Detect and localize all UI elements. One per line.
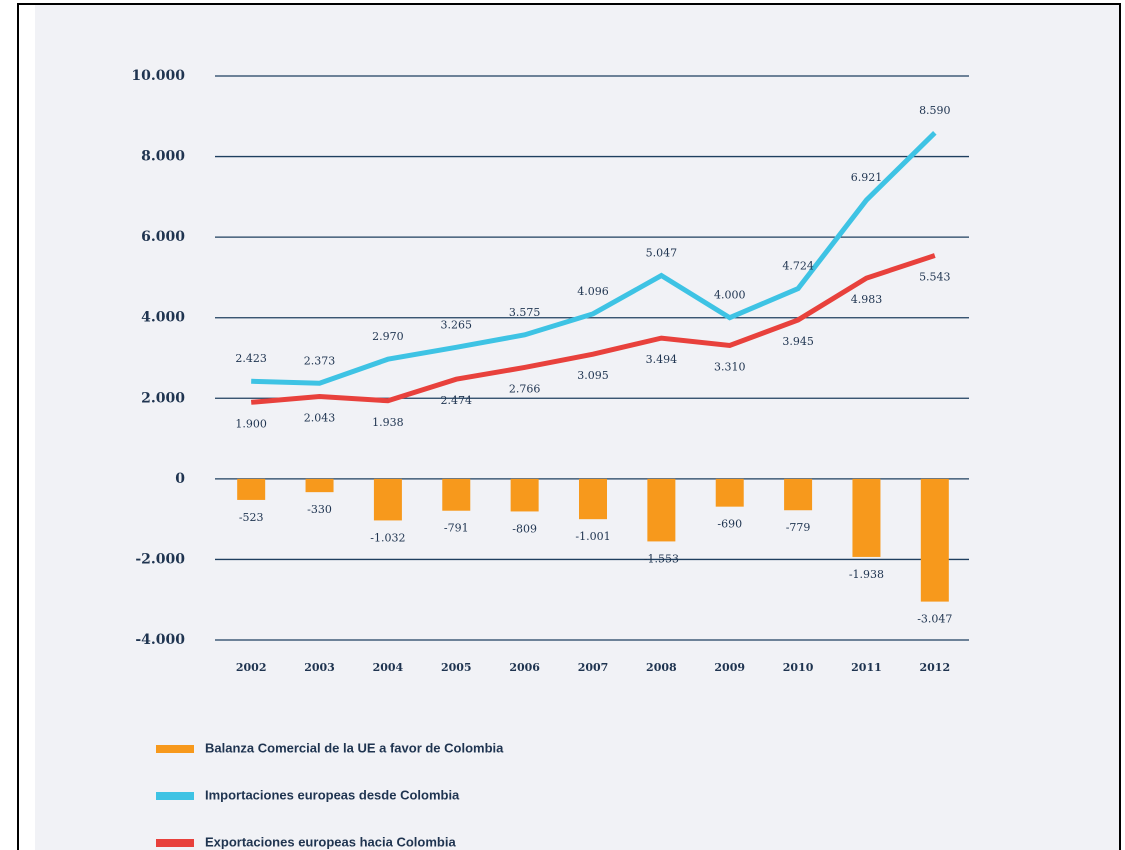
data-label: -1.032: [370, 531, 405, 544]
x-tick-label: 2003: [304, 661, 335, 674]
y-tick-label: 2.000: [141, 390, 185, 406]
data-label: 2.474: [441, 394, 473, 407]
bar: [647, 478, 676, 542]
data-label: 5.047: [646, 247, 678, 260]
x-tick-label: 2011: [851, 661, 882, 674]
legend-label: Balanza Comercial de la UE a favor de Co…: [205, 740, 504, 755]
x-tick-label: 2009: [714, 661, 745, 674]
bar: [715, 478, 744, 507]
y-tick-label: 6.000: [141, 229, 185, 245]
bar: [852, 478, 881, 557]
data-label: 1.938: [372, 416, 404, 429]
bar: [920, 478, 949, 602]
bar: [510, 478, 539, 512]
data-label: 3.945: [782, 335, 814, 348]
data-label: 2.766: [509, 382, 541, 395]
bar: [784, 478, 813, 511]
x-tick-label: 2005: [441, 661, 472, 674]
x-tick-label: 2006: [509, 661, 540, 674]
data-label: 4.983: [851, 293, 883, 306]
plot-background: [35, 5, 1119, 850]
data-label: -690: [717, 518, 742, 531]
data-label: -1.938: [849, 568, 884, 581]
data-label: -523: [239, 511, 264, 524]
x-tick-label: 2007: [578, 661, 609, 674]
data-label: 3.310: [714, 361, 746, 374]
x-tick-label: 2012: [920, 661, 951, 674]
data-label: -1.553: [644, 552, 679, 565]
data-label: 4.096: [577, 285, 609, 298]
y-tick-label: 4.000: [141, 310, 185, 326]
x-tick-label: 2002: [236, 661, 267, 674]
data-label: 5.543: [919, 271, 951, 284]
data-label: -330: [307, 503, 332, 516]
data-label: 4.000: [714, 289, 746, 302]
bar: [442, 478, 471, 511]
data-label: 2.423: [235, 352, 267, 365]
data-label: 8.590: [919, 104, 951, 117]
data-label: 1.900: [235, 417, 267, 430]
legend-swatch: [156, 839, 194, 847]
data-label: 3.095: [577, 369, 609, 382]
data-label: -1.001: [575, 530, 610, 543]
data-label: -791: [444, 522, 469, 535]
legend-swatch: [156, 792, 194, 800]
bar: [373, 478, 402, 521]
legend-label: Importaciones europeas desde Colombia: [205, 787, 460, 802]
x-tick-label: 2010: [783, 661, 814, 674]
frame: [17, 3, 1121, 850]
x-tick-label: 2004: [373, 661, 404, 674]
y-tick-label: 8.000: [141, 149, 185, 165]
data-label: 2.043: [304, 412, 336, 425]
data-label: -779: [786, 521, 811, 534]
y-tick-label: -2.000: [135, 551, 185, 567]
y-tick-label: 10.000: [131, 68, 185, 84]
x-tick-label: 2008: [646, 661, 677, 674]
legend-swatch: [156, 745, 194, 753]
line: [251, 131, 937, 386]
bar: [305, 478, 334, 493]
data-label: 6.921: [851, 171, 883, 184]
data-label: 2.970: [372, 330, 404, 343]
data-label: 3.575: [509, 306, 541, 319]
data-label: 4.724: [782, 260, 814, 273]
legend-label: Exportaciones europeas hacia Colombia: [205, 834, 456, 849]
line: [250, 253, 936, 405]
data-label: 3.494: [646, 353, 678, 366]
data-label: -3.047: [917, 613, 952, 626]
y-tick-label: 0: [175, 471, 185, 487]
bar: [237, 478, 266, 500]
y-tick-label: -4.000: [135, 632, 185, 648]
data-label: -809: [512, 522, 537, 535]
data-label: 3.265: [441, 318, 473, 331]
data-label: 2.373: [304, 354, 336, 367]
bar: [579, 478, 607, 520]
